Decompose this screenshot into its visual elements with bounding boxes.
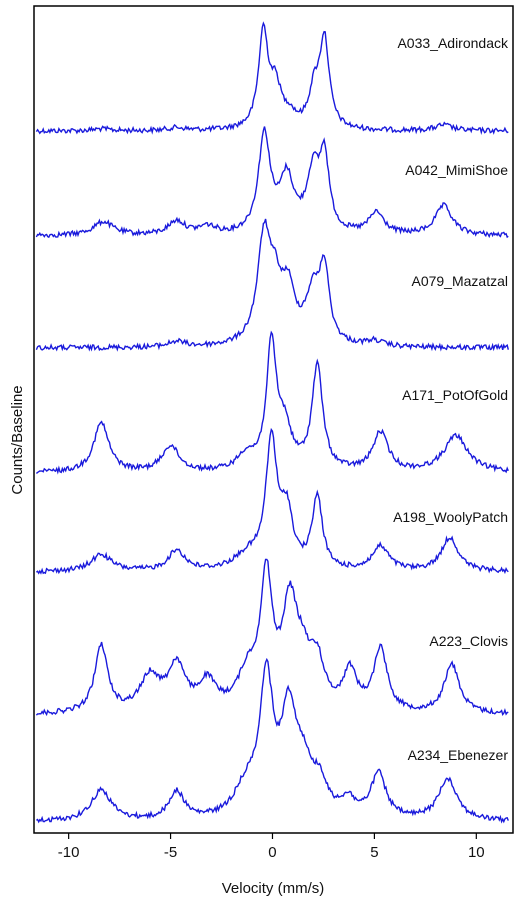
x-tick-label: -5 — [164, 844, 177, 861]
x-tick-label: 5 — [370, 844, 378, 861]
x-tick-label: 10 — [468, 844, 485, 861]
series-label-3: A079_Mazatzal — [411, 273, 508, 289]
x-tick-label: -10 — [58, 844, 80, 861]
series-label-1: A033_Adirondack — [397, 35, 509, 51]
series-label-5: A198_WoolyPatch — [393, 509, 508, 525]
x-tick-label: 0 — [268, 844, 276, 861]
x-axis: -10 -5 0 5 10 — [58, 833, 485, 861]
spectrum-line-1 — [35, 21, 509, 135]
x-axis-title: Velocity (mm/s) — [222, 880, 325, 897]
plot-frame — [33, 5, 514, 834]
spectrum-line-5 — [35, 427, 509, 575]
spectrum-line-2 — [35, 126, 509, 239]
series-label-2: A042_MimiShoe — [405, 162, 508, 178]
spectra-group: A033_Adirondack A042_MimiShoe A079_Mazatza… — [35, 21, 509, 824]
spectrum-line-4 — [35, 330, 509, 475]
series-label-4: A171_PotOfGold — [402, 387, 508, 403]
y-axis-title: Counts/Baseline — [9, 385, 26, 494]
spectrum-line-7 — [36, 657, 509, 824]
spectrum-line-3 — [35, 218, 509, 352]
series-label-6: A223_Clovis — [429, 633, 508, 649]
series-label-7: A234_Ebenezer — [408, 747, 509, 763]
spectrum-line-6 — [35, 558, 509, 717]
